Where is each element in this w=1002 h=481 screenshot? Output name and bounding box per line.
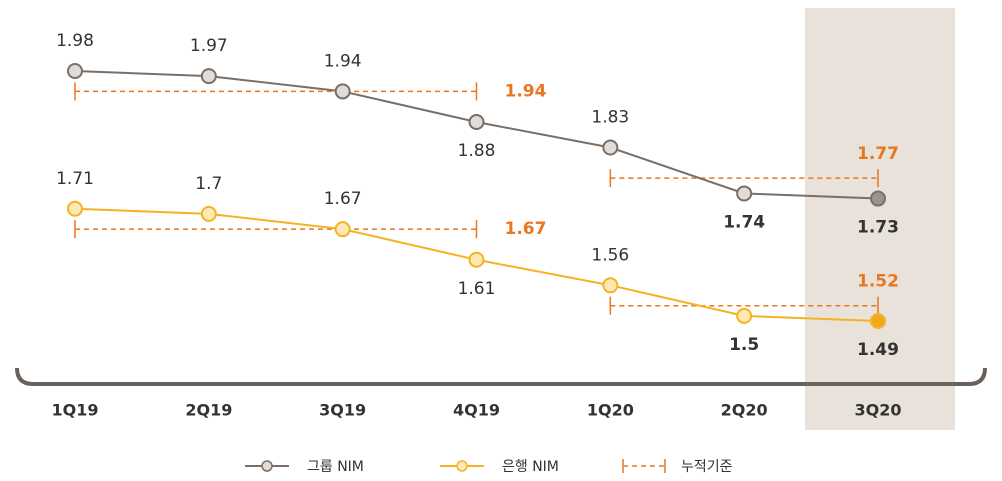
point (870, 313, 886, 329)
point (468, 251, 485, 268)
data-label: 1.74 (723, 212, 765, 232)
legend-label: 은행 NIM (502, 459, 559, 475)
data-label: 1.7 (195, 174, 222, 194)
bracket (15, 367, 987, 386)
point (468, 114, 485, 131)
data-label: 1.98 (56, 31, 94, 51)
point (200, 68, 217, 85)
point (334, 83, 351, 100)
x-tick-label: 2Q20 (721, 401, 768, 420)
cumulative-label: 1.77 (857, 144, 899, 164)
point (67, 63, 83, 79)
x-tick-label: 3Q19 (319, 401, 366, 420)
point (736, 185, 753, 202)
data-label: 1.67 (324, 189, 362, 209)
cumulative-label: 1.67 (505, 219, 547, 239)
point (736, 307, 753, 324)
legend-label: 그룹 NIM (307, 459, 364, 475)
data-label: 1.49 (857, 340, 899, 360)
data-label: 1.61 (458, 279, 496, 299)
legend-label: 누적기준 (681, 459, 733, 475)
point (602, 139, 619, 156)
highlight-column (805, 8, 955, 430)
cumulative-label: 1.52 (857, 272, 899, 292)
x-tick-label: 2Q19 (185, 401, 232, 420)
legend-marker (261, 460, 273, 472)
x-tick-label: 1Q20 (587, 401, 634, 420)
legend-marker (456, 460, 468, 472)
data-label: 1.94 (324, 51, 362, 71)
point (200, 205, 217, 222)
x-tick-label: 3Q20 (855, 401, 902, 420)
point (602, 277, 619, 294)
data-label: 1.56 (591, 245, 629, 265)
data-label: 1.83 (591, 108, 629, 128)
point (67, 200, 83, 217)
cumulative-label: 1.94 (505, 81, 547, 101)
point (334, 221, 351, 238)
data-label: 1.71 (56, 169, 94, 189)
data-label: 1.88 (458, 141, 496, 161)
x-tick-label: 1Q19 (52, 401, 99, 420)
data-label: 1.97 (190, 36, 228, 56)
x-tick-label: 4Q19 (453, 401, 500, 420)
point (870, 190, 886, 207)
data-label: 1.73 (857, 218, 899, 238)
data-label: 1.5 (729, 335, 759, 355)
